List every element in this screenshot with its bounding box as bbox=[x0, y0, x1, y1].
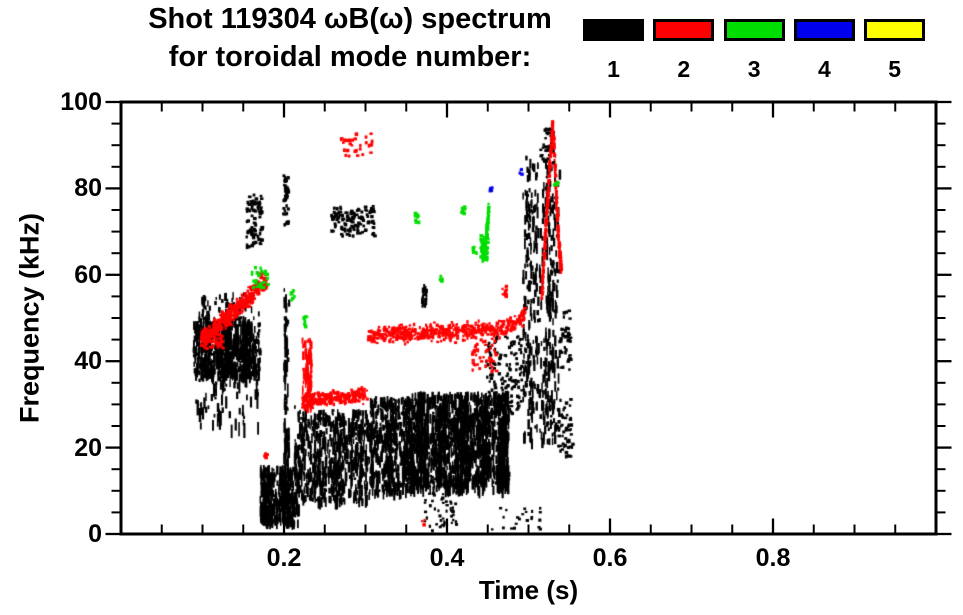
y-tick-label-80: 80 bbox=[74, 174, 102, 203]
legend-swatch-mode-1 bbox=[583, 19, 644, 41]
y-tick-label-0: 0 bbox=[88, 520, 102, 548]
legend-swatch-mode-2 bbox=[653, 19, 715, 41]
legend-label-mode-2: 2 bbox=[677, 56, 691, 82]
y-tick-label-20: 20 bbox=[74, 433, 102, 462]
chart-title-line1: Shot 119304 ωB(ω) spectrum bbox=[148, 3, 552, 35]
y-tick-label-40: 40 bbox=[74, 347, 102, 376]
legend-label-mode-5: 5 bbox=[888, 56, 902, 82]
legend-label-mode-1: 1 bbox=[607, 56, 620, 82]
legend-swatch-mode-3 bbox=[723, 19, 785, 41]
y-tick-label-60: 60 bbox=[74, 260, 102, 289]
y-axis-title-text: Frequency (kHz) bbox=[14, 212, 45, 424]
x-axis-title: Time (s) bbox=[478, 575, 579, 605]
x-tick-label-0.4: 0.4 bbox=[429, 544, 465, 572]
legend-swatch-mode-4 bbox=[793, 19, 855, 41]
legend-label-mode-3: 3 bbox=[747, 56, 761, 82]
title-block: Shot 119304 ωB(ω) spectrum for toroidal … bbox=[110, 0, 590, 76]
y-tick-label-100: 100 bbox=[60, 88, 102, 116]
x-tick-label-0.2: 0.2 bbox=[266, 544, 302, 572]
legend-swatch-mode-5 bbox=[864, 19, 926, 41]
x-tick-label-0.6: 0.6 bbox=[592, 544, 628, 572]
x-tick-label-0.8: 0.8 bbox=[755, 544, 791, 572]
spectrum-data-canvas bbox=[121, 102, 936, 534]
legend-label-mode-4: 4 bbox=[817, 56, 831, 82]
chart-title-line2: for toroidal mode number: bbox=[168, 41, 532, 73]
